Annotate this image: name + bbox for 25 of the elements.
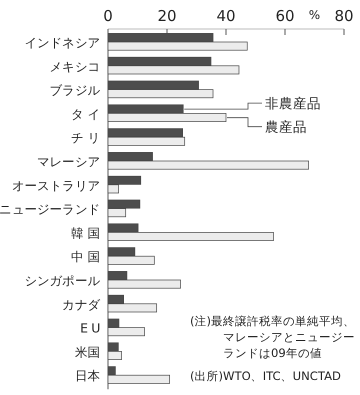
y-tick-label: ブラジル: [50, 82, 100, 98]
legend-label: 農産品: [265, 120, 307, 136]
y-tick-label: 日本: [74, 368, 100, 384]
x-tick-label: 20: [157, 7, 177, 25]
y-tick-label: 米国: [74, 344, 100, 360]
x-tick-label: 80: [334, 7, 354, 25]
x-tick-label: 60: [275, 7, 295, 25]
y-tick-label: 中 国: [71, 249, 100, 264]
y-tick-label: メキシコ: [50, 58, 100, 74]
y-tick-label: オーストラリア: [12, 178, 100, 193]
text: 非農産品: [265, 96, 321, 112]
x-tick-label: 40: [216, 7, 236, 25]
y-tick-label: カナダ: [62, 296, 102, 312]
y-tick-label: マレーシア: [36, 154, 100, 169]
y-tick-label: タ イ: [71, 106, 100, 122]
y-tick-label: シンガポール: [24, 273, 100, 288]
y-tick-label: 韓 国: [71, 225, 100, 240]
y-tick-label: チ リ: [71, 130, 100, 146]
annotation: (注)最終譲許税率の単純平均、マレーシアとニュージーランドは09年の値: [190, 313, 356, 361]
annotation: (出所)WTO、ITC、UNCTAD: [190, 369, 341, 383]
y-tick-label: インドネシア: [24, 35, 100, 50]
y-tick-label: E U: [80, 320, 100, 336]
x-axis-title: %: [308, 8, 320, 22]
x-tick-label: 0: [103, 7, 113, 25]
y-tick-label: ニュージーランド: [0, 202, 100, 217]
